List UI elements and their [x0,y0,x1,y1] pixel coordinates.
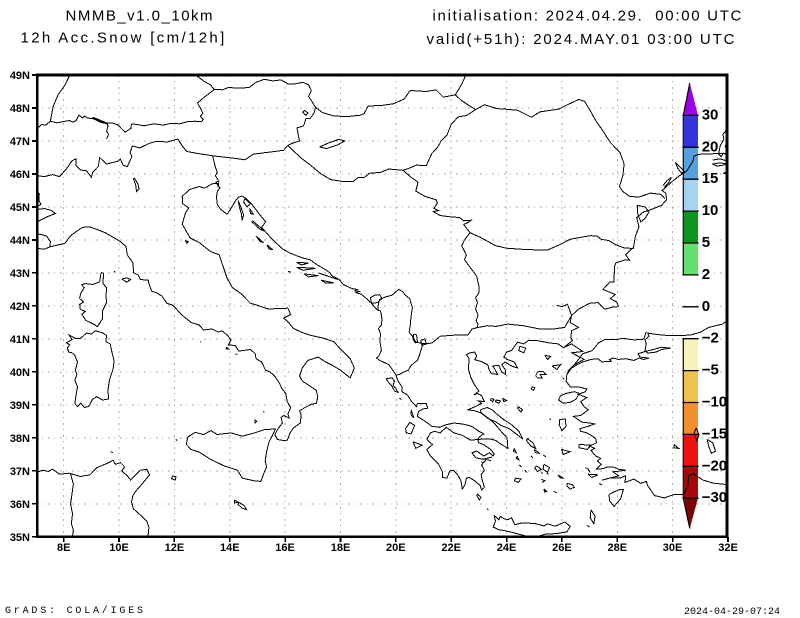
svg-text:41N: 41N [10,334,30,346]
svg-text:38N: 38N [10,433,30,445]
svg-text:47N: 47N [10,136,30,148]
svg-text:45N: 45N [10,202,30,214]
svg-text:26E: 26E [552,542,572,554]
svg-text:−20: −20 [702,457,727,474]
svg-text:42N: 42N [10,301,30,313]
svg-text:49N: 49N [10,70,30,82]
svg-text:18E: 18E [331,542,351,554]
svg-text:30E: 30E [663,542,683,554]
svg-text:39N: 39N [10,400,30,412]
svg-text:28E: 28E [608,542,628,554]
svg-text:−15: −15 [702,425,727,442]
svg-text:35N: 35N [10,532,30,544]
svg-text:10E: 10E [109,542,129,554]
svg-text:46N: 46N [10,169,30,181]
svg-text:40N: 40N [10,367,30,379]
svg-text:36N: 36N [10,499,30,511]
svg-text:−2: −2 [702,330,719,347]
svg-text:14E: 14E [220,542,240,554]
svg-text:−10: −10 [702,394,727,411]
svg-text:−5: −5 [702,362,719,379]
svg-text:2: 2 [702,266,710,283]
svg-text:0: 0 [702,298,710,315]
svg-text:2024-04-29-07:24: 2024-04-29-07:24 [684,607,780,618]
svg-text:44N: 44N [10,235,30,247]
svg-text:22E: 22E [441,542,461,554]
svg-text:10: 10 [702,202,719,219]
svg-text:48N: 48N [10,103,30,115]
svg-text:32E: 32E [718,542,738,554]
svg-text:15: 15 [702,170,719,187]
svg-text:initialisation: 2024.04.29. 0: initialisation: 2024.04.29. 00:00 UTC [433,7,744,24]
svg-text:8E: 8E [57,542,70,554]
svg-text:20E: 20E [386,542,406,554]
svg-text:NMMB_v1.0_10km: NMMB_v1.0_10km [66,7,215,24]
svg-text:5: 5 [702,234,710,251]
svg-text:GrADS: COLA/IGES: GrADS: COLA/IGES [5,605,146,617]
svg-text:12E: 12E [165,542,185,554]
svg-text:valid(+51h): 2024.MAY.01 03:00: valid(+51h): 2024.MAY.01 03:00 UTC [427,31,737,48]
svg-text:16E: 16E [275,542,295,554]
svg-text:12h Acc.Snow [cm/12h]: 12h Acc.Snow [cm/12h] [21,30,227,47]
svg-text:37N: 37N [10,466,30,478]
svg-text:43N: 43N [10,268,30,280]
svg-text:−30: −30 [702,489,727,506]
svg-text:24E: 24E [497,542,517,554]
svg-text:30: 30 [702,106,719,123]
svg-text:20: 20 [702,138,719,155]
